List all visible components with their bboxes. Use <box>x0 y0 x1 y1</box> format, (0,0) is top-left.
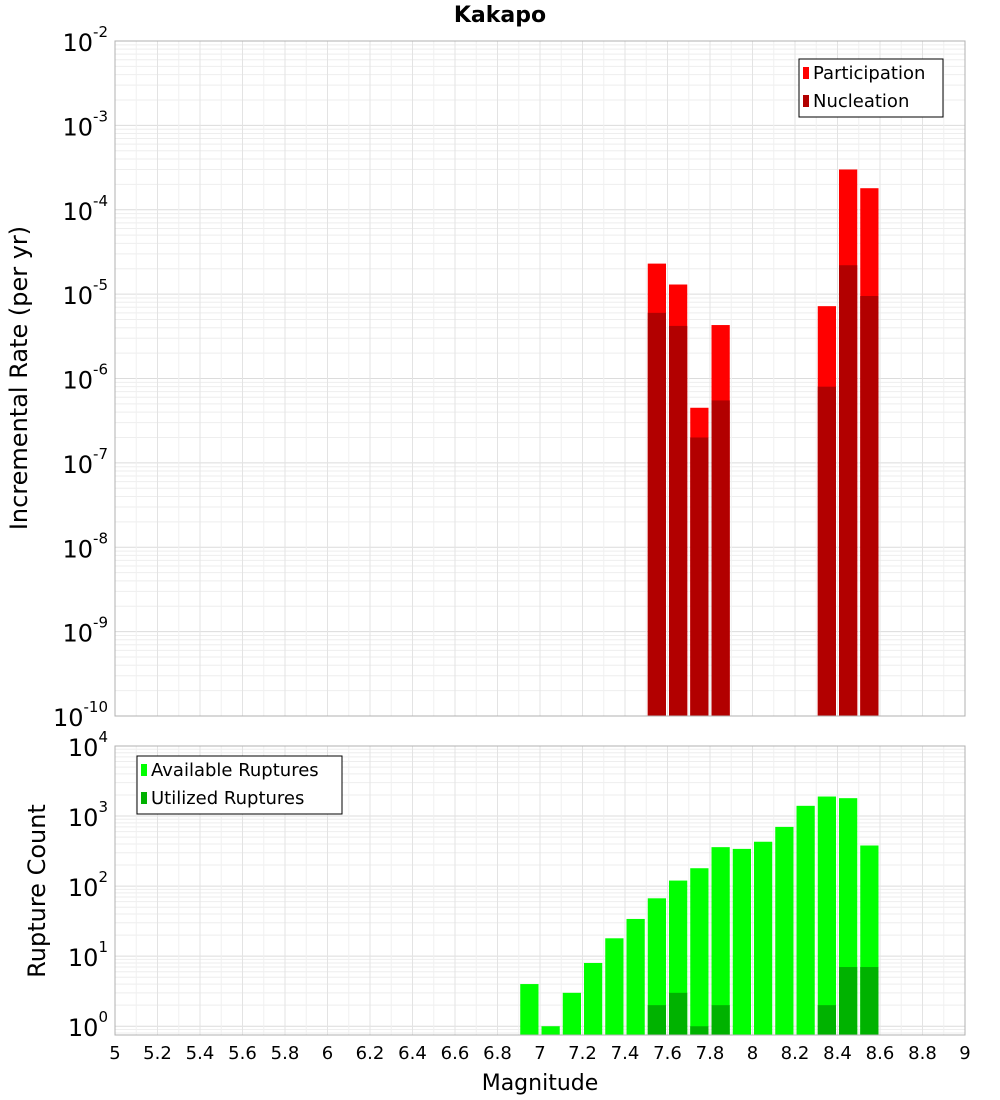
x-tick-label: 7.8 <box>696 1043 725 1064</box>
x-axis-label: Magnitude <box>482 1071 599 1096</box>
rate-legend: Participation Nucleation <box>798 58 944 118</box>
x-tick-label: 6.4 <box>398 1043 427 1064</box>
count-bar-available-ruptures <box>796 805 815 1035</box>
rate-legend-swatch <box>803 67 809 79</box>
count-bar-utilized-ruptures <box>839 967 858 1035</box>
rate-y-tick-label: 10-5 <box>62 276 108 310</box>
chart-title: Kakapo <box>454 3 546 28</box>
rate-y-tick-label: 10-4 <box>62 192 108 226</box>
rate-y-tick-label: 10-6 <box>62 361 108 395</box>
rate-y-tick-label: 10-10 <box>53 698 108 732</box>
count-bar-available-ruptures <box>754 841 773 1035</box>
x-tick-label: 8.6 <box>866 1043 895 1064</box>
rate-bar-nucleation <box>690 437 709 716</box>
top-y-axis-label: Incremental Rate (per yr) <box>5 226 33 530</box>
count-bar-available-ruptures <box>605 938 624 1035</box>
count-panel: 100 101 102 103 104 Available Ruptures Utilize… <box>68 728 966 1042</box>
rate-bar-nucleation <box>817 386 836 716</box>
count-legend-label: Utilized Ruptures <box>151 788 304 809</box>
count-bar-available-ruptures <box>562 992 581 1035</box>
x-tick-label: 6 <box>322 1043 333 1064</box>
x-tick-label: 8.4 <box>823 1043 852 1064</box>
x-tick-label: 8.2 <box>781 1043 810 1064</box>
x-tick-label: 7.2 <box>568 1043 597 1064</box>
x-tick-label: 8.8 <box>908 1043 937 1064</box>
count-bar-utilized-ruptures <box>647 1005 666 1035</box>
count-legend-label: Available Ruptures <box>151 760 319 781</box>
count-bar-available-ruptures <box>647 898 666 1035</box>
rate-plot-frame <box>114 40 966 717</box>
x-tick-label: 6.2 <box>356 1043 385 1064</box>
count-bar-available-ruptures <box>626 918 645 1035</box>
count-bar-available-ruptures <box>732 848 751 1035</box>
x-tick-label: 5 <box>109 1043 120 1064</box>
count-y-tick-label: 104 <box>68 728 108 762</box>
count-bar-available-ruptures <box>711 847 730 1035</box>
count-bar-available-ruptures <box>817 796 836 1035</box>
count-bar-available-ruptures <box>775 826 794 1035</box>
count-bar-utilized-ruptures <box>711 1005 730 1035</box>
x-tick-label: 5.4 <box>186 1043 215 1064</box>
count-bar-utilized-ruptures <box>690 1026 709 1035</box>
rate-y-tick-label: 10-3 <box>62 107 108 141</box>
count-bar-available-ruptures <box>541 1026 560 1035</box>
x-tick-label: 8 <box>747 1043 758 1064</box>
x-tick-label: 7.4 <box>611 1043 640 1064</box>
rate-legend-swatch <box>803 95 809 107</box>
rate-bar-nucleation <box>669 325 688 716</box>
rate-y-tick-label: 10-2 <box>62 23 108 57</box>
count-bar-available-ruptures <box>520 984 539 1035</box>
x-axis-ticks: 5 5.2 5.4 5.6 5.8 6 6.2 6.4 6.6 6.8 7 7.2 7.4 7.6 7.8 8… <box>109 1043 970 1064</box>
rate-y-tick-label: 10-9 <box>62 614 108 648</box>
count-y-tick-label: 100 <box>68 1008 108 1042</box>
count-bar-utilized-ruptures <box>817 1005 836 1035</box>
bottom-y-axis-label: Rupture Count <box>23 804 51 978</box>
count-y-tick-label: 102 <box>68 868 108 902</box>
count-legend-box <box>136 755 343 815</box>
count-legend-swatch <box>141 764 147 776</box>
rate-legend-label: Participation <box>813 63 925 84</box>
rate-y-tick-label: 10-8 <box>62 529 108 563</box>
count-y-tick-label: 101 <box>68 938 108 972</box>
rate-bar-nucleation <box>647 312 666 716</box>
count-y-tick-label: 103 <box>68 798 108 832</box>
count-legend-swatch <box>141 792 147 804</box>
x-tick-label: 7 <box>534 1043 545 1064</box>
rate-y-tick-label: 10-7 <box>62 445 108 479</box>
x-tick-label: 5.8 <box>271 1043 300 1064</box>
count-bar-utilized-ruptures <box>860 967 879 1035</box>
rate-legend-box <box>798 58 944 118</box>
count-bar-utilized-ruptures <box>669 992 688 1035</box>
x-tick-label: 9 <box>959 1043 970 1064</box>
x-tick-label: 6.8 <box>483 1043 512 1064</box>
x-tick-label: 6.6 <box>441 1043 470 1064</box>
rate-legend-label: Nucleation <box>813 91 909 112</box>
rate-bar-nucleation <box>860 296 879 716</box>
rate-panel: 10-10 10-9 10-8 10-7 10-6 10-5 10-4 10-3 10-2 Par… <box>53 23 966 732</box>
count-plot-frame <box>114 745 966 1036</box>
count-bar-available-ruptures <box>690 868 709 1035</box>
count-bar-available-ruptures <box>584 962 603 1035</box>
x-tick-label: 7.6 <box>653 1043 682 1064</box>
rate-bar-nucleation <box>839 265 858 716</box>
x-tick-label: 5.2 <box>143 1043 172 1064</box>
count-legend: Available Ruptures Utilized Ruptures <box>136 755 343 815</box>
x-tick-label: 5.6 <box>228 1043 257 1064</box>
rate-bar-nucleation <box>711 400 730 716</box>
